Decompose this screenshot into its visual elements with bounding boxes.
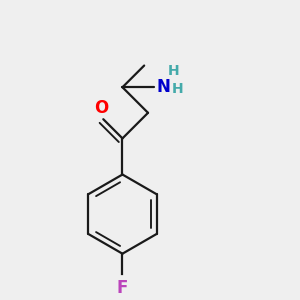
Text: H: H	[171, 82, 183, 96]
Text: N: N	[157, 78, 171, 96]
Text: O: O	[94, 100, 109, 118]
Text: H: H	[168, 64, 179, 78]
Text: F: F	[117, 279, 128, 297]
